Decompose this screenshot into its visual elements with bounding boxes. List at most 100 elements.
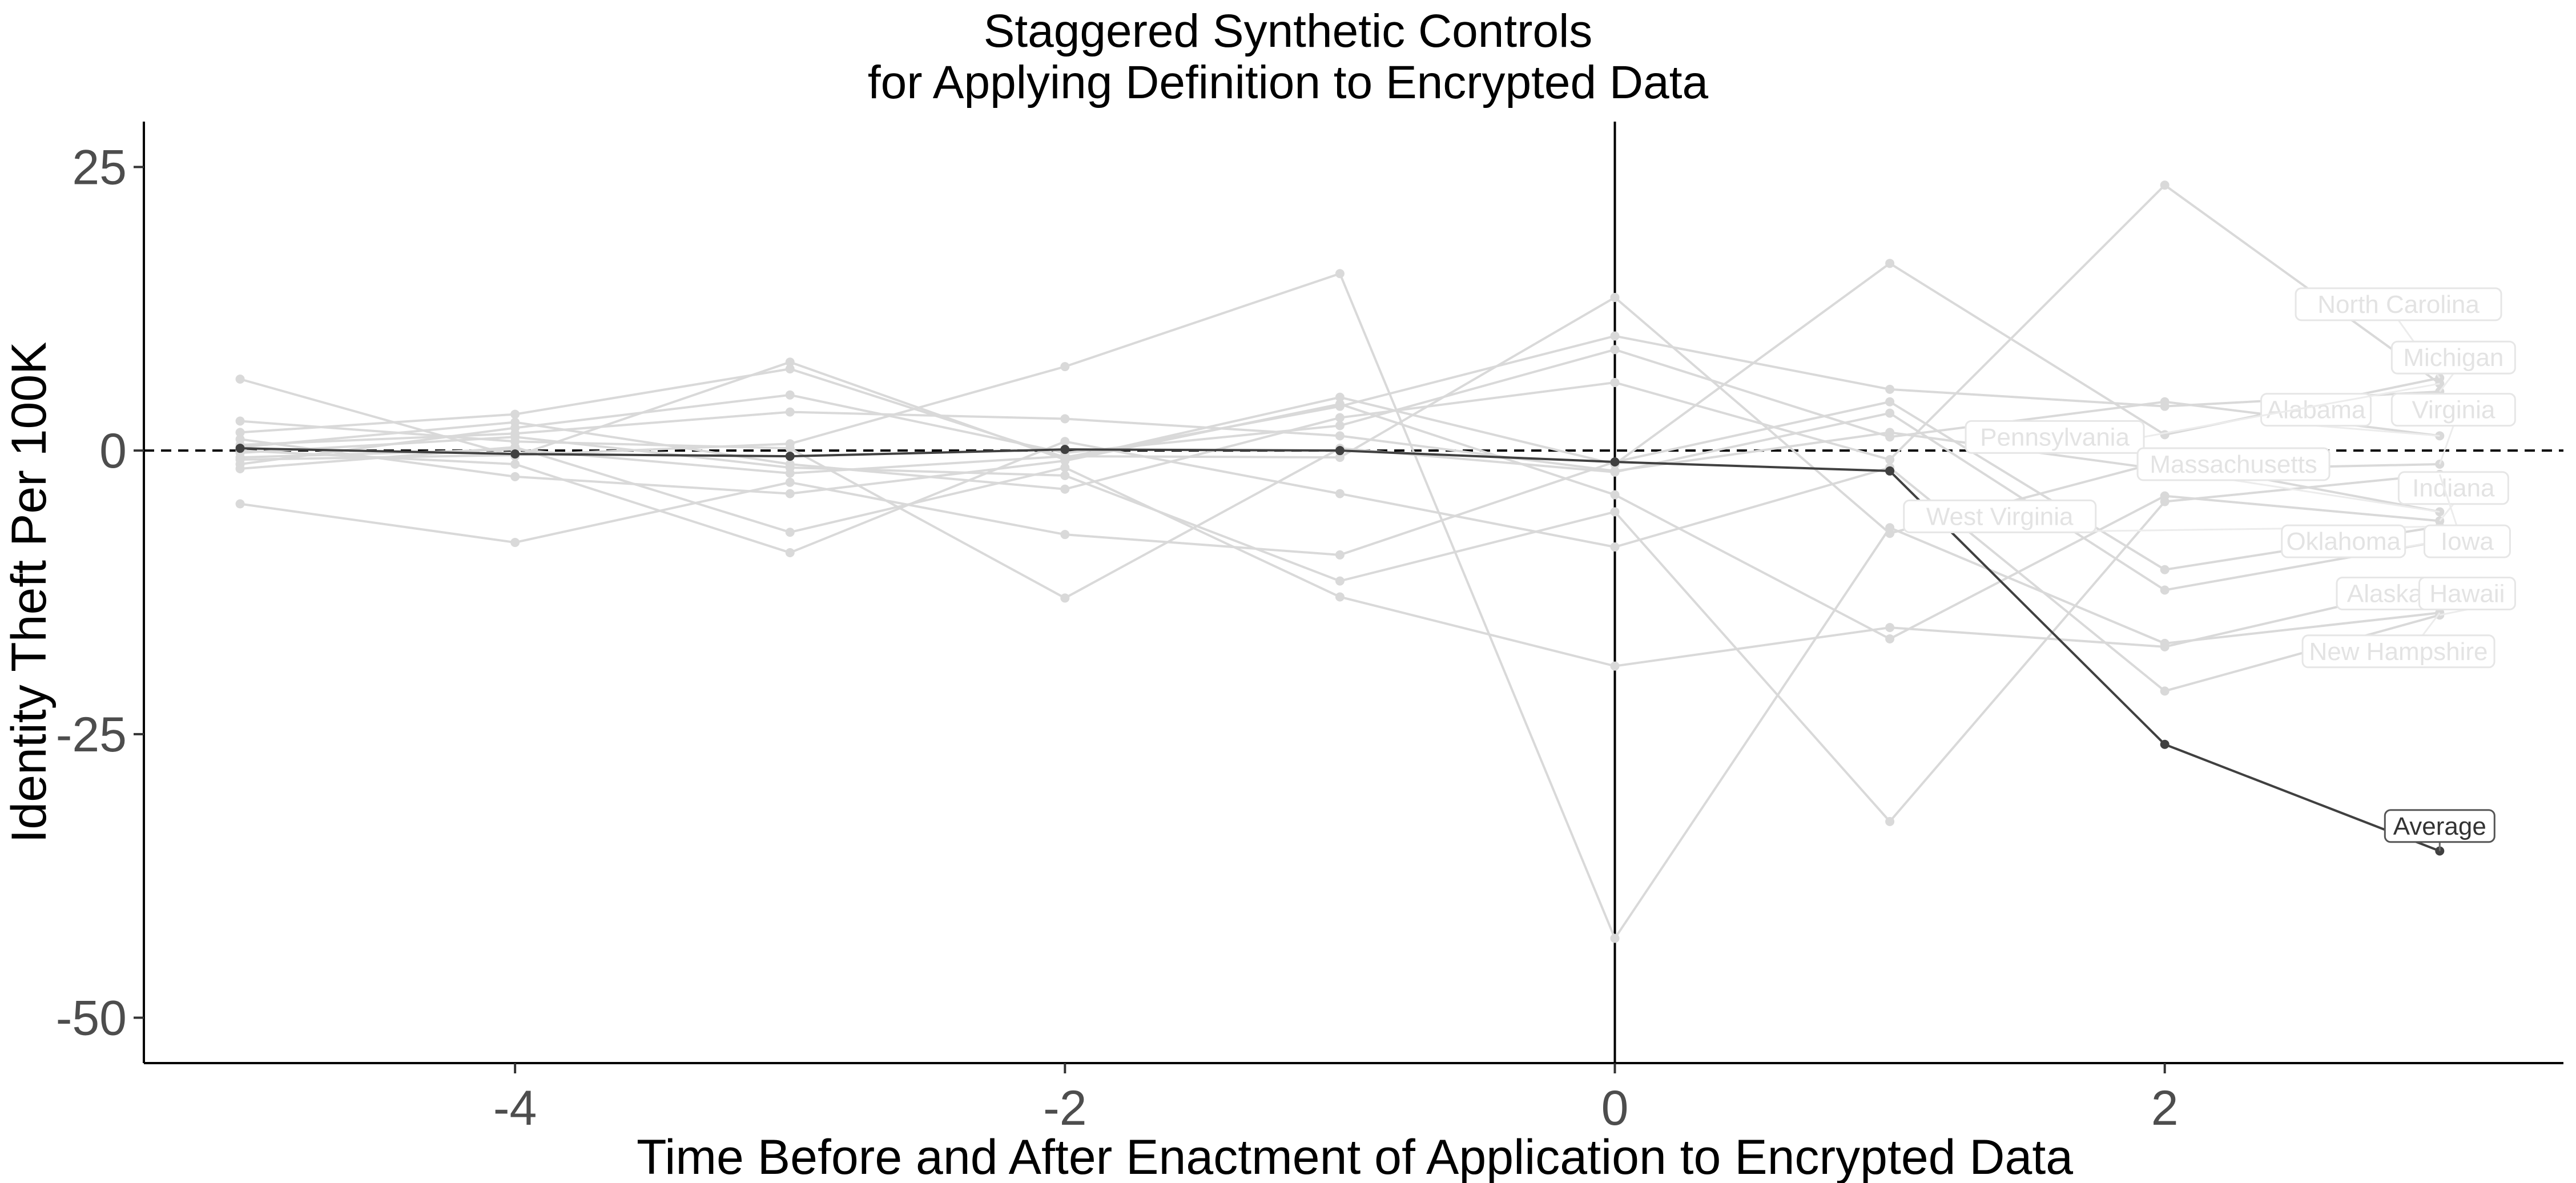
data-point-oklahoma xyxy=(1060,593,1070,603)
data-point-west-virginia xyxy=(1060,530,1070,540)
series-label-west-virginia: West Virginia xyxy=(1903,499,2440,533)
label-box xyxy=(2397,471,2509,505)
data-point-iowa xyxy=(2160,497,2170,506)
data-point-average xyxy=(510,449,520,459)
data-point-west-virginia xyxy=(1335,550,1345,560)
label-text: Indiana xyxy=(2412,474,2495,502)
data-point-oklahoma xyxy=(2160,585,2170,595)
label-text: Pennsylvania xyxy=(1980,423,2130,451)
data-point-oklahoma xyxy=(1610,467,1620,477)
label-box xyxy=(2390,340,2516,375)
label-connector xyxy=(2438,425,2454,465)
data-point-hawaii xyxy=(1610,542,1620,552)
y-axis-title: Identity Theft Per 100K xyxy=(2,341,57,843)
data-point-pennsylvania xyxy=(1610,377,1620,387)
data-point-hawaii xyxy=(2160,686,2170,696)
data-point-iowa xyxy=(1335,576,1345,586)
data-point-west-virginia xyxy=(235,499,245,509)
data-point-virginia xyxy=(1060,414,1070,424)
data-point-alaska xyxy=(1060,462,1070,472)
data-point-massachusetts xyxy=(1335,453,1345,462)
label-text: Oklahoma xyxy=(2286,528,2401,556)
data-point-new-hampshire xyxy=(2160,638,2170,648)
data-point-pennsylvania xyxy=(1335,413,1345,422)
y-tick-label: -50 xyxy=(56,991,127,1046)
data-point-iowa xyxy=(785,462,795,472)
label-box xyxy=(2136,447,2331,481)
label-text: Iowa xyxy=(2441,528,2494,556)
label-text: Massachusetts xyxy=(2150,450,2317,478)
series-label-massachusetts: Massachusetts xyxy=(2136,447,2440,513)
data-point-indiana xyxy=(510,472,520,481)
y-tick-label: -25 xyxy=(56,707,127,762)
label-text: Hawaii xyxy=(2429,580,2505,607)
data-point-alabama xyxy=(785,390,795,400)
data-point-average xyxy=(1335,446,1345,456)
label-connector xyxy=(2439,609,2468,616)
label-box xyxy=(2390,393,2516,427)
data-point-indiana xyxy=(785,489,795,498)
x-tick-label: -4 xyxy=(493,1081,537,1136)
x-tick-label: 2 xyxy=(2151,1081,2179,1136)
data-point-west-virginia xyxy=(785,477,795,487)
data-point-new-hampshire xyxy=(785,439,795,449)
data-point-alaska xyxy=(785,528,795,537)
data-point-average xyxy=(1060,445,1070,454)
data-point-massachusetts xyxy=(1610,292,1620,302)
data-point-hawaii xyxy=(1060,437,1070,446)
data-point-hawaii xyxy=(510,459,520,469)
series-label-oklahoma: Oklahoma xyxy=(2281,524,2440,558)
y-tick-label: 0 xyxy=(99,424,127,478)
data-point-alabama xyxy=(1335,421,1345,430)
data-point-michigan xyxy=(1610,331,1620,341)
data-point-average xyxy=(1885,466,1895,476)
label-text: Alaska xyxy=(2347,580,2423,607)
series-line-average xyxy=(240,447,2441,852)
label-box xyxy=(2281,524,2406,558)
series-label-average: Average xyxy=(2384,809,2496,851)
data-point-alabama xyxy=(2160,397,2170,407)
series-line-new-hampshire xyxy=(240,272,2440,941)
data-point-new-hampshire xyxy=(1885,523,1895,533)
label-box xyxy=(2295,287,2502,321)
label-text: Average xyxy=(2393,812,2486,840)
data-point-north-carolina xyxy=(785,357,795,367)
data-point-alabama xyxy=(1610,345,1620,355)
data-point-indiana xyxy=(1060,456,1070,466)
series-label-new-hampshire: New Hampshire xyxy=(2301,612,2496,669)
data-point-pennsylvania xyxy=(2160,180,2170,190)
data-point-pennsylvania xyxy=(1885,455,1895,465)
data-point-north-carolina xyxy=(2160,430,2170,440)
data-point-michigan xyxy=(235,428,245,437)
data-point-virginia xyxy=(785,407,795,417)
series-label-indiana: Indiana xyxy=(2397,471,2509,522)
data-point-michigan xyxy=(510,409,520,419)
series-label-iowa: Iowa xyxy=(2423,474,2511,558)
label-text: North Carolina xyxy=(2317,291,2480,319)
data-point-iowa xyxy=(1885,816,1895,826)
data-point-alaska xyxy=(1610,661,1620,671)
label-connector xyxy=(2439,373,2454,392)
label-box xyxy=(1903,499,2097,533)
x-axis-title: Time Before and After Enactment of Appli… xyxy=(637,1130,2073,1183)
label-text: Virginia xyxy=(2412,396,2495,424)
data-point-new-hampshire xyxy=(1060,362,1070,372)
data-point-oklahoma xyxy=(235,416,245,426)
data-point-hawaii xyxy=(1335,489,1345,498)
data-point-average xyxy=(785,452,795,461)
label-box xyxy=(2384,809,2496,843)
data-point-michigan xyxy=(1885,384,1895,394)
data-point-michigan xyxy=(785,364,795,374)
data-point-new-hampshire xyxy=(235,455,245,465)
label-box xyxy=(2301,634,2496,669)
data-point-average xyxy=(1610,457,1620,467)
data-point-west-virginia xyxy=(1885,397,1895,407)
data-point-west-virginia xyxy=(510,538,520,548)
data-point-alaska xyxy=(1335,592,1345,602)
data-point-oklahoma xyxy=(1885,408,1895,418)
series-label-hawaii: Hawaii xyxy=(2418,576,2516,616)
data-point-average xyxy=(2160,739,2170,749)
data-point-north-carolina xyxy=(1335,392,1345,402)
x-tick-label: 0 xyxy=(1601,1081,1629,1136)
